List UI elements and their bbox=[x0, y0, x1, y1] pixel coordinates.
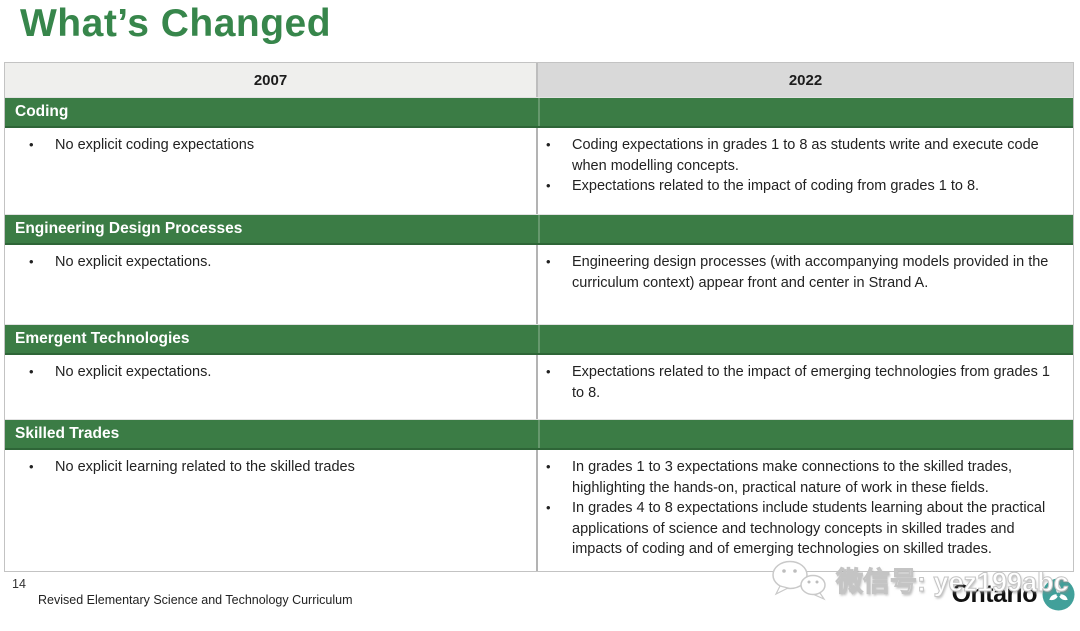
bullet-list-2007: • No explicit expectations. bbox=[5, 362, 536, 383]
cell-2022: • In grades 1 to 3 expectations make conn… bbox=[538, 450, 1073, 571]
column-divider bbox=[538, 98, 540, 126]
bullet-list-2007: • No explicit learning related to the ski… bbox=[5, 457, 536, 478]
bullet-text: No explicit coding expectations bbox=[55, 137, 255, 153]
bullet-list-2022: • Coding expectations in grades 1 to 8 as… bbox=[538, 135, 1073, 197]
cell-2007: • No explicit learning related to the ski… bbox=[5, 450, 538, 571]
comparison-table: 2007 2022 Coding • No explicit coding exp… bbox=[4, 62, 1074, 572]
section-heading-coding: Coding bbox=[15, 103, 69, 120]
section-heading-skilled-trades: Skilled Trades bbox=[15, 425, 120, 442]
cell-2007: • No explicit expectations. bbox=[5, 355, 538, 419]
bullet-item: • Engineering design processes (with acco… bbox=[538, 252, 1073, 293]
bullet-list-2007: • No explicit coding expectations bbox=[5, 135, 536, 156]
section-body: • No explicit learning related to the ski… bbox=[5, 450, 1073, 571]
section-heading-engineering-design-processes: Engineering Design Processes bbox=[15, 220, 243, 237]
bullet-glyph: • bbox=[546, 137, 551, 152]
column-divider bbox=[538, 215, 540, 243]
bullet-item: • No explicit expectations. bbox=[5, 252, 536, 273]
table-section: Engineering Design Processes • No explici… bbox=[5, 214, 1073, 324]
table-section: Emergent Technologies • No explicit expec… bbox=[5, 324, 1073, 419]
bullet-text: Engineering design processes (with accom… bbox=[572, 254, 1049, 291]
bullet-item: • Expectations related to the impact of e… bbox=[538, 362, 1073, 403]
table-section: Coding • No explicit coding expectations … bbox=[5, 97, 1073, 214]
section-body: • No explicit coding expectations • Coding… bbox=[5, 128, 1073, 214]
bullet-glyph: • bbox=[29, 137, 34, 152]
bullet-text: No explicit expectations. bbox=[55, 254, 212, 270]
bullet-list-2022: • Expectations related to the impact of e… bbox=[538, 362, 1073, 403]
cell-2022: • Expectations related to the impact of e… bbox=[538, 355, 1073, 419]
column-divider bbox=[538, 325, 540, 353]
column-header-2007: 2007 bbox=[5, 63, 538, 97]
bullet-list-2022: • In grades 1 to 3 expectations make conn… bbox=[538, 457, 1073, 560]
bullet-item: • No explicit coding expectations bbox=[5, 135, 536, 156]
bullet-item: • Coding expectations in grades 1 to 8 as… bbox=[538, 135, 1073, 176]
bullet-glyph: • bbox=[29, 459, 34, 474]
bullet-text: No explicit expectations. bbox=[55, 364, 212, 380]
bullet-text: In grades 4 to 8 expectations include st… bbox=[572, 500, 1046, 557]
section-body: • No explicit expectations. • Engineering … bbox=[5, 245, 1073, 324]
section-heading-bar: Skilled Trades bbox=[5, 419, 1073, 450]
bullet-item: • No explicit learning related to the ski… bbox=[5, 457, 536, 478]
bullet-text: In grades 1 to 3 expectations make conne… bbox=[572, 459, 1013, 496]
page-number: 14 bbox=[12, 577, 26, 591]
bullet-item: • In grades 4 to 8 expectations include s… bbox=[538, 498, 1073, 560]
cell-2022: • Coding expectations in grades 1 to 8 as… bbox=[538, 128, 1073, 214]
cell-2007: • No explicit expectations. bbox=[5, 245, 538, 324]
bullet-glyph: • bbox=[546, 364, 551, 379]
bullet-text: Expectations related to the impact of em… bbox=[572, 364, 1050, 401]
bullet-text: Coding expectations in grades 1 to 8 as … bbox=[572, 137, 1039, 174]
section-heading-bar: Emergent Technologies bbox=[5, 324, 1073, 355]
section-body: • No explicit expectations. • Expectations… bbox=[5, 355, 1073, 419]
table-sections: Coding • No explicit coding expectations … bbox=[5, 97, 1073, 571]
bullet-item: • Expectations related to the impact of c… bbox=[538, 176, 1073, 197]
table-section: Skilled Trades • No explicit learning rel… bbox=[5, 419, 1073, 571]
cell-2022: • Engineering design processes (with acco… bbox=[538, 245, 1073, 324]
table-header-row: 2007 2022 bbox=[5, 63, 1073, 97]
ontario-logo: Ontario bbox=[952, 578, 1075, 611]
bullet-glyph: • bbox=[546, 459, 551, 474]
bullet-glyph: • bbox=[546, 500, 551, 515]
ontario-wordmark: Ontario bbox=[951, 580, 1038, 608]
cell-2007: • No explicit coding expectations bbox=[5, 128, 538, 214]
ontario-trillium-icon bbox=[1042, 578, 1075, 611]
column-divider bbox=[538, 420, 540, 448]
bullet-list-2007: • No explicit expectations. bbox=[5, 252, 536, 273]
section-heading-emergent-technologies: Emergent Technologies bbox=[15, 330, 190, 347]
bullet-glyph: • bbox=[29, 364, 34, 379]
bullet-glyph: • bbox=[546, 254, 551, 269]
bullet-glyph: • bbox=[546, 178, 551, 193]
bullet-glyph: • bbox=[29, 254, 34, 269]
section-heading-bar: Engineering Design Processes bbox=[5, 214, 1073, 245]
section-heading-bar: Coding bbox=[5, 97, 1073, 128]
column-header-2022: 2022 bbox=[538, 63, 1073, 97]
bullet-item: • No explicit expectations. bbox=[5, 362, 536, 383]
bullet-item: • In grades 1 to 3 expectations make conn… bbox=[538, 457, 1073, 498]
slide-title: What’s Changed bbox=[20, 2, 332, 45]
bullet-list-2022: • Engineering design processes (with acco… bbox=[538, 252, 1073, 293]
bullet-text: No explicit learning related to the skil… bbox=[55, 459, 355, 475]
footer-text: Revised Elementary Science and Technolog… bbox=[38, 593, 353, 607]
bullet-text: Expectations related to the impact of co… bbox=[572, 178, 980, 194]
